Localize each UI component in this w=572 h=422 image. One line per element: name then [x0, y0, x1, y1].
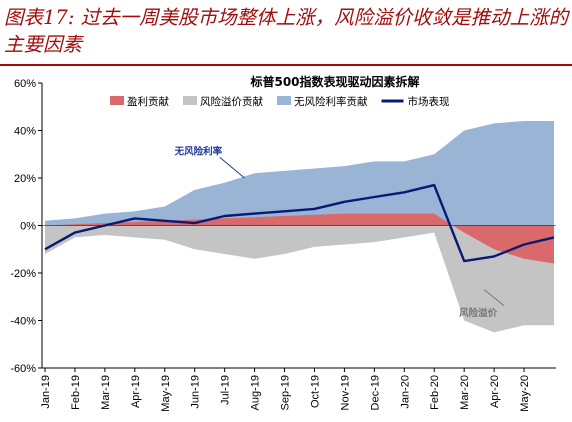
axes-group: 60% 40% 20% 0% -20% -40% -60% Jan-19 Feb-19 Mar-1… [10, 78, 556, 412]
area-series-3 [45, 121, 554, 226]
x-tick-label: May-20 [519, 375, 531, 412]
legend: 盈利贡献 风险溢价贡献 无风险利率贡献 市场表现 [110, 95, 450, 108]
areas-group [45, 121, 554, 333]
y-tick-label: -20% [10, 268, 36, 280]
chart-title: 标普500指数表现驱动因素拆解 [249, 74, 419, 89]
y-tick-label: 0% [20, 221, 36, 233]
x-tick-label: Mar-19 [100, 375, 112, 410]
x-tick-label: Feb-19 [70, 375, 82, 410]
x-tick-label: Aug-19 [250, 375, 262, 410]
x-tick-label: Jan-20 [399, 375, 411, 409]
x-tick-label: Jul-19 [220, 375, 232, 405]
x-tick-label: Apr-19 [130, 375, 142, 408]
x-tick-label: Apr-20 [489, 375, 501, 408]
lines-group [44, 183, 555, 263]
y-tick-label: -40% [10, 316, 36, 328]
x-tick-label: May-19 [160, 375, 172, 412]
y-tick-label: 20% [14, 173, 36, 185]
annotation-label-1: 无风险利率 [174, 145, 223, 157]
legend-label-4: 市场表现 [408, 95, 450, 108]
line-series-4 [44, 183, 555, 263]
x-tick-label: Dec-19 [369, 375, 381, 410]
x-tick-label: Feb-20 [429, 375, 441, 410]
x-tick-label: Oct-19 [309, 375, 321, 408]
x-tick-label: Jun-19 [190, 375, 202, 409]
area-series-1 [45, 213, 554, 264]
x-tick-label: Nov-19 [339, 375, 351, 410]
x-tick-label: Sep-19 [280, 375, 292, 410]
y-tick-label: 60% [14, 78, 36, 90]
legend-swatch-2 [183, 96, 197, 105]
legend-label-3: 无风险利率贡献 [294, 95, 368, 108]
annotation-arrow-2 [483, 289, 505, 307]
annotation-arrow-1 [219, 156, 245, 179]
legend-swatch-1 [110, 96, 124, 105]
y-tick-label: 40% [14, 126, 36, 138]
y-tick-label: -60% [10, 363, 36, 375]
figure-title: 图表17: 过去一周美股市场整体上涨，风险溢价收敛是推动上涨的主要因素 [4, 6, 569, 56]
x-tick-label: Mar-20 [459, 375, 471, 410]
legend-swatch-3 [277, 96, 291, 105]
legend-label-2: 风险溢价贡献 [200, 95, 263, 108]
x-tick-label: Jan-19 [40, 375, 52, 409]
annotation-label-2: 风险溢价 [459, 307, 498, 319]
legend-label-1: 盈利贡献 [127, 95, 169, 108]
title-rule [0, 64, 572, 66]
